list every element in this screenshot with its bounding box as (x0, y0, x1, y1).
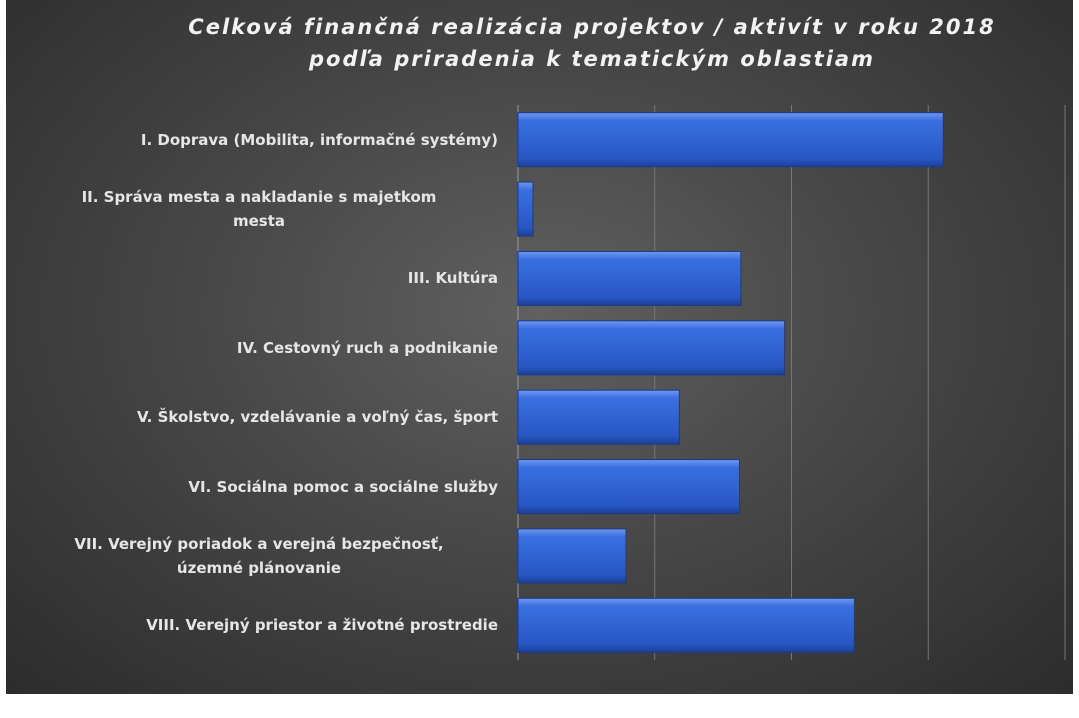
bar (517, 112, 944, 168)
chart-title: Celková finančná realizácia projektov / … (188, 15, 995, 39)
category-label: VII. Verejný poriadok a verejná bezpečno… (74, 534, 444, 577)
chart-title: podľa priradenia k tematickým oblastiam (308, 47, 875, 71)
category-label: II. Správa mesta a nakladanie s majetkom… (81, 188, 437, 231)
bar (517, 459, 741, 515)
category-label: VIII. Verejný priestor a životné prostre… (146, 616, 498, 635)
bar (517, 389, 680, 445)
bar (517, 181, 534, 237)
bar (517, 250, 742, 306)
category-label: V. Školstvo, vzdelávanie a voľný čas, šp… (136, 408, 498, 427)
category-label: III. Kultúra (407, 269, 498, 288)
category-label: I. Doprava (Mobilita, informačné systémy… (140, 130, 498, 149)
category-label: VI. Sociálna pomoc a sociálne služby (188, 477, 498, 496)
bar (517, 320, 786, 376)
bar (517, 528, 627, 584)
bar (517, 597, 855, 653)
category-label: IV. Cestovný ruch a podnikanie (236, 338, 498, 357)
